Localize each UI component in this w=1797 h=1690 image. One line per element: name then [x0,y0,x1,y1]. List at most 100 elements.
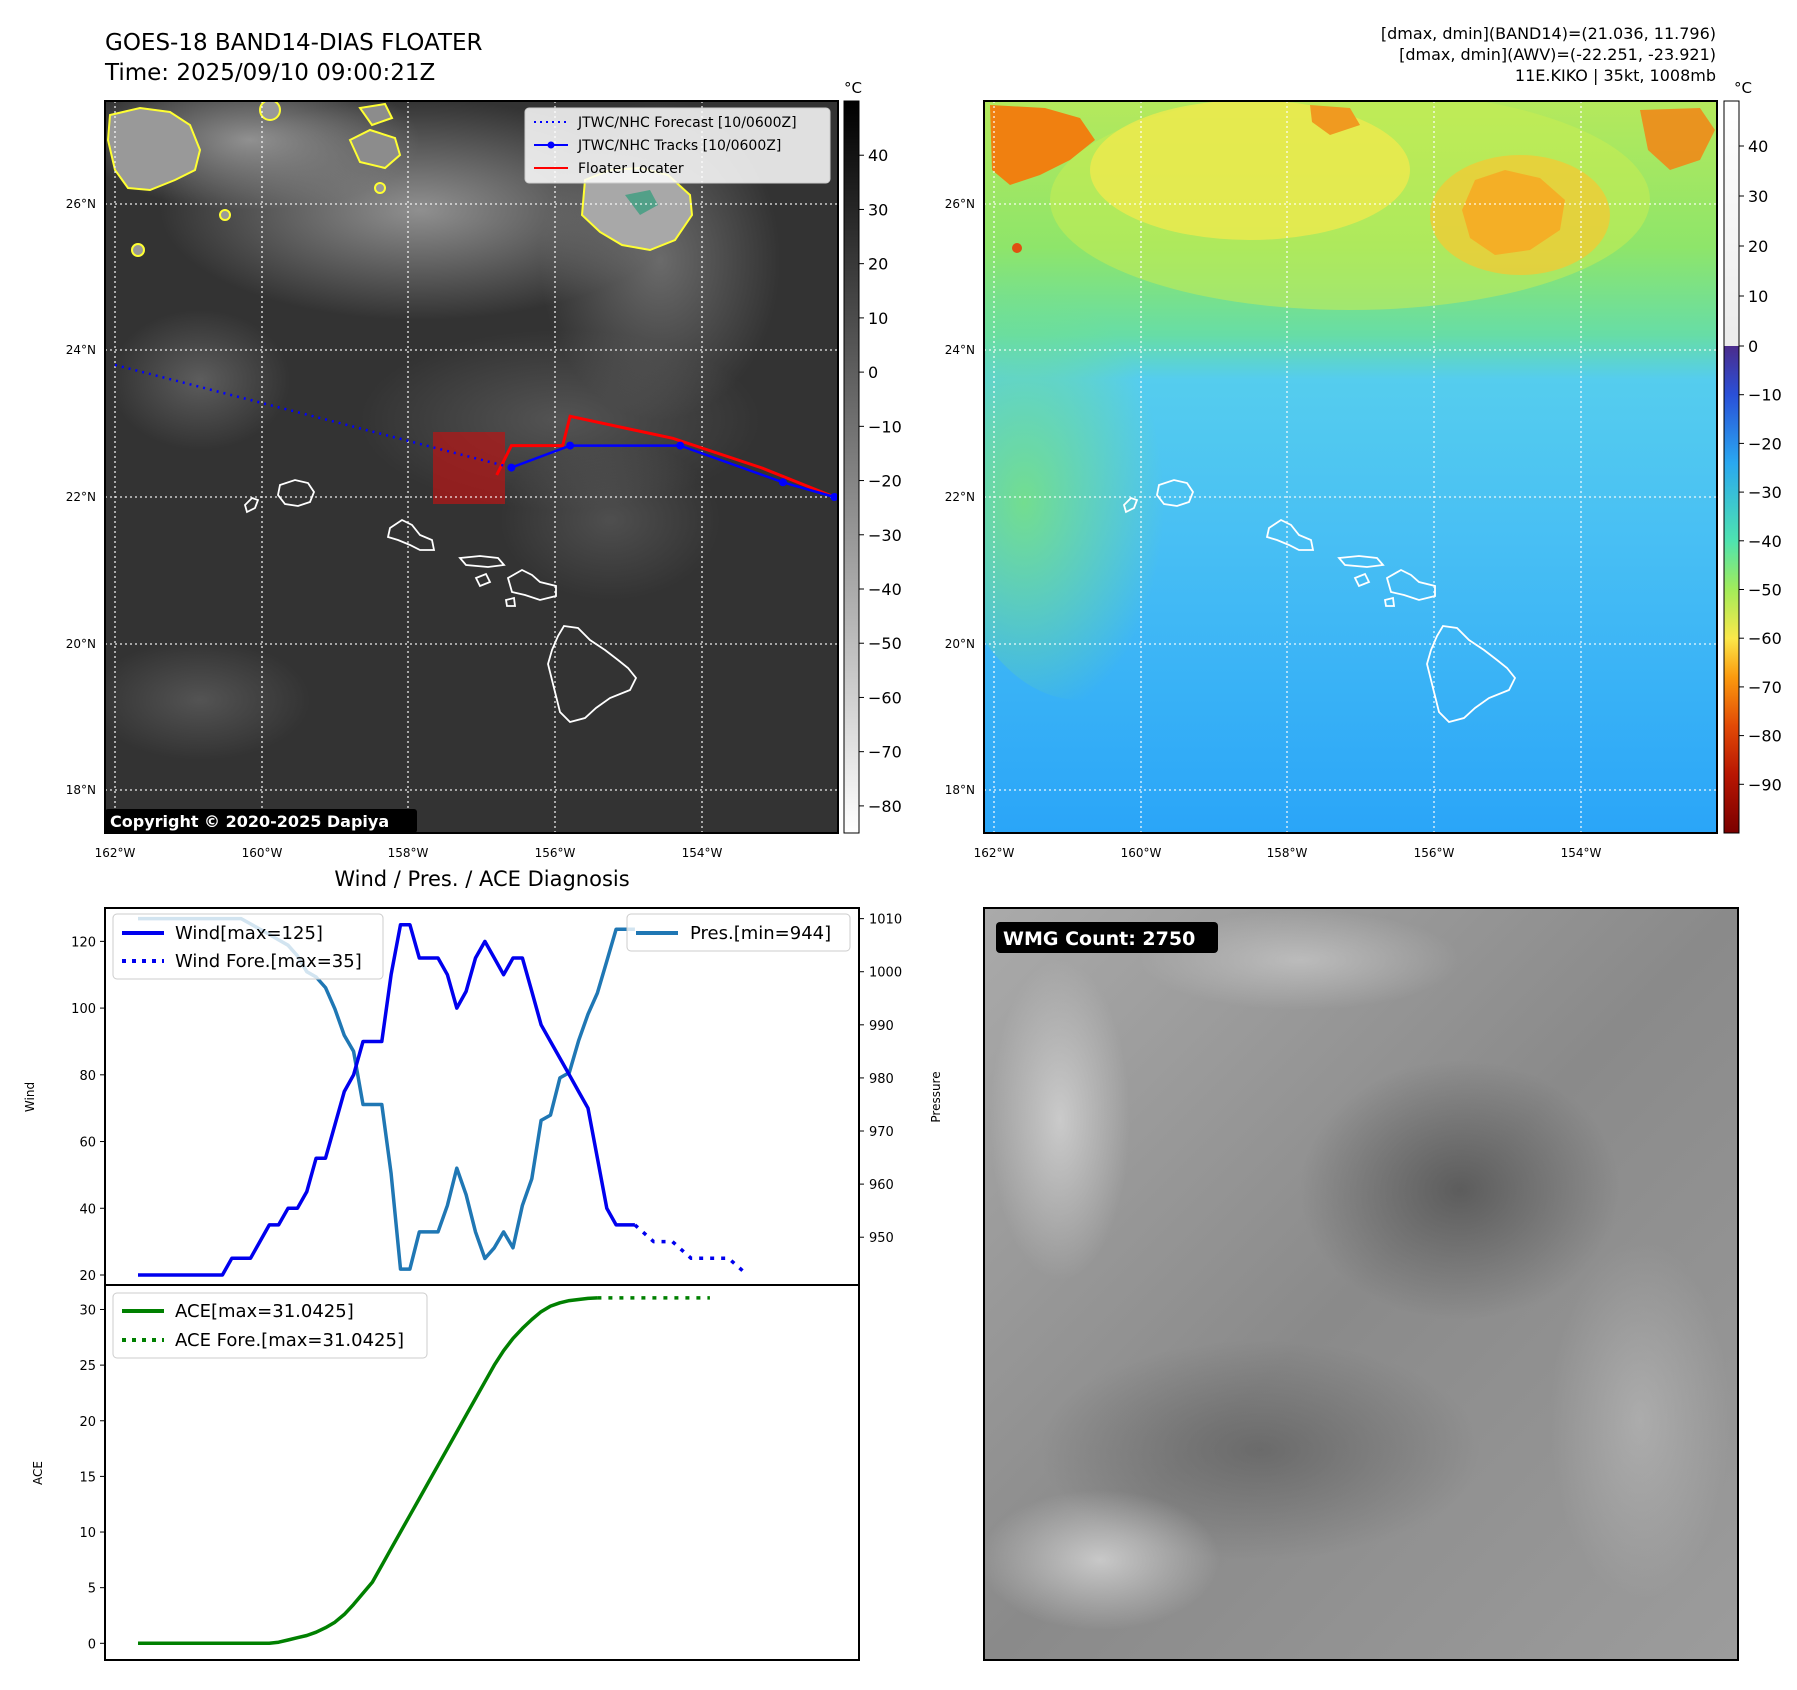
awv-gridlines [984,101,1717,833]
band14-colorbar: °C 40 30 20 10 0 −10 −20 −30 −40 −50 −60 −70 −80 [843,79,902,834]
ace-line [138,1296,598,1646]
wind-tick-label: 20 [79,1269,96,1284]
awv-colorbar-tick-label: 40 [1748,137,1768,156]
awv-colorbar: °C 40 30 20 10 0 −10 −20 −30 −40 −50 −60 −70 −80 −90 [1723,79,1782,834]
band14-frame [104,100,839,834]
awv-colorbar-tick-label: −40 [1748,532,1782,551]
awv-lon-labels: 162°W 160°W 158°W 156°W 154°W [974,846,1602,860]
info-awv-range: [dmax, dmin](AWV)=(-22.251, -23.921) [1399,45,1716,64]
ace-tick-label: 5 [88,1582,96,1597]
ace-tick-label: 15 [79,1470,96,1485]
pressure-tick-label: 960 [869,1178,894,1193]
pressure-tick-label: 1010 [869,913,902,928]
cloud-band-7 [500,440,720,600]
wmg-light-left [990,960,1130,1280]
band14-lat-24: 24°N [66,343,96,357]
figure-title: GOES-18 BAND14-DIAS FLOATER [105,30,483,56]
copyright-text: Copyright © 2020-2025 Dapiya [110,812,389,831]
wind-tick-label: 120 [71,935,96,950]
awv-colorbar-tick-label: −60 [1748,629,1782,648]
legend-ace-forecast-label: ACE Fore.[max=31.0425] [175,1330,404,1351]
band14-lon-labels: 162°W 160°W 158°W 156°W 154°W [95,846,723,860]
legend-wind-label: Wind[max=125] [175,923,323,944]
hawaii-outlines [243,479,638,724]
band14-colorbar-tick-label: 20 [868,255,888,274]
awv-lat-labels: 26°N 24°N 22°N 20°N 18°N [945,197,975,797]
ace-legend: ACE[max=31.0425] ACE Fore.[max=31.0425] [112,1292,428,1359]
island-molokai [458,555,506,568]
band14-lon-162: 162°W [95,846,136,860]
awv-colorbar-tick-label: −70 [1748,678,1782,697]
forecast-track-line [114,363,512,469]
band14-lat-26: 26°N [66,197,96,211]
band14-colorbar-unit: °C [844,79,862,97]
awv-colorbar-tick-label: −80 [1748,727,1782,746]
island-kauai [277,479,316,507]
wmg-panel: WMG Count: 2750 [980,907,1739,1661]
cold-cloud-contour-6 [219,209,231,221]
island-maui [506,568,557,601]
pressure-tick-label: 950 [869,1231,894,1246]
island-lanai [474,572,492,588]
band14-gridlines [105,101,838,833]
floater-box [433,432,505,504]
island-niihau [243,496,260,514]
band14-colorbar-tick-label: 30 [868,200,888,219]
awv-lon-160: 160°W [1121,846,1162,860]
wind-forecast-line [633,1223,749,1277]
pressure-tick-label: 970 [869,1125,894,1140]
cold-cloud-contour-8 [374,182,386,194]
awv-lat-26: 26°N [945,197,975,211]
ace-tick-label: 20 [79,1415,96,1430]
track-point [676,441,685,450]
ace-tick-label: 30 [79,1303,96,1318]
wind-tick-label: 80 [79,1069,96,1084]
band14-colorbar-tick-label: −50 [868,634,902,653]
figure-time: Time: 2025/09/10 09:00:21Z [104,60,435,86]
floater-locater-line [495,414,835,499]
cold-cloud-contour-7 [259,101,281,121]
legend-forecast-label: JTWC/NHC Forecast [10/0600Z] [577,115,797,131]
pressure-axis-label: Pressure [929,1071,943,1122]
track-point [830,493,838,501]
awv-map: 26°N 24°N 22°N 20°N 18°N 162°W 160°W 158… [945,79,1782,860]
diagnosis-chart: Wind / Pres. / ACE Diagnosis Wind Pressu… [23,867,943,1661]
wmg-count-badge: WMG Count: 2750 [996,922,1218,953]
cloud-band-6 [105,640,310,760]
band14-colorbar-tick-label: −40 [868,580,902,599]
wmg-light-top [1140,910,1460,1010]
band14-lat-20: 20°N [66,637,96,651]
band14-lon-154: 154°W [682,846,723,860]
awv-dry-orange-1 [990,105,1095,185]
track-point [507,463,516,472]
hawaii-outlines-awv [1122,479,1517,724]
awv-colorbar-tick-label: −30 [1748,483,1782,502]
awv-colorbar-tick-label: 10 [1748,287,1768,306]
band14-colorbar-tick-label: 0 [868,363,878,382]
legend-tracks-label: JTWC/NHC Tracks [10/0600Z] [577,138,781,154]
ace-tick-label: 0 [88,1637,96,1652]
awv-dry-orange-3 [1640,108,1715,170]
band14-lon-160: 160°W [242,846,283,860]
ace-axis-label: ACE [31,1461,45,1485]
awv-lat-18: 18°N [945,783,975,797]
legend-wind-forecast-label: Wind Fore.[max=35] [175,951,362,972]
awv-colorbar-tick-label: −20 [1748,434,1782,453]
cold-cloud-contour-5 [131,243,145,257]
wind-tick-label: 60 [79,1136,96,1151]
band14-legend: JTWC/NHC Forecast [10/0600Z] JTWC/NHC Tr… [524,107,831,184]
band14-colorbar-tick-label: −80 [868,797,902,816]
ace-tick-label: 25 [79,1359,96,1374]
wmg-frame [983,907,1739,1661]
band14-lon-156: 156°W [535,846,576,860]
awv-colorbar-tick-label: −90 [1748,775,1782,794]
wmg-light-right [1550,1240,1730,1600]
wmg-dark-core [1300,1060,1620,1320]
awv-lon-156: 156°W [1414,846,1455,860]
band14-map: JTWC/NHC Forecast [10/0600Z] JTWC/NHC Tr… [66,79,902,860]
pressure-tick-label: 1000 [869,966,902,981]
band14-colorbar-tick-label: −20 [868,472,902,491]
legend-floater-label: Floater Locater [578,161,684,177]
awv-colorbar-unit: °C [1734,79,1752,97]
